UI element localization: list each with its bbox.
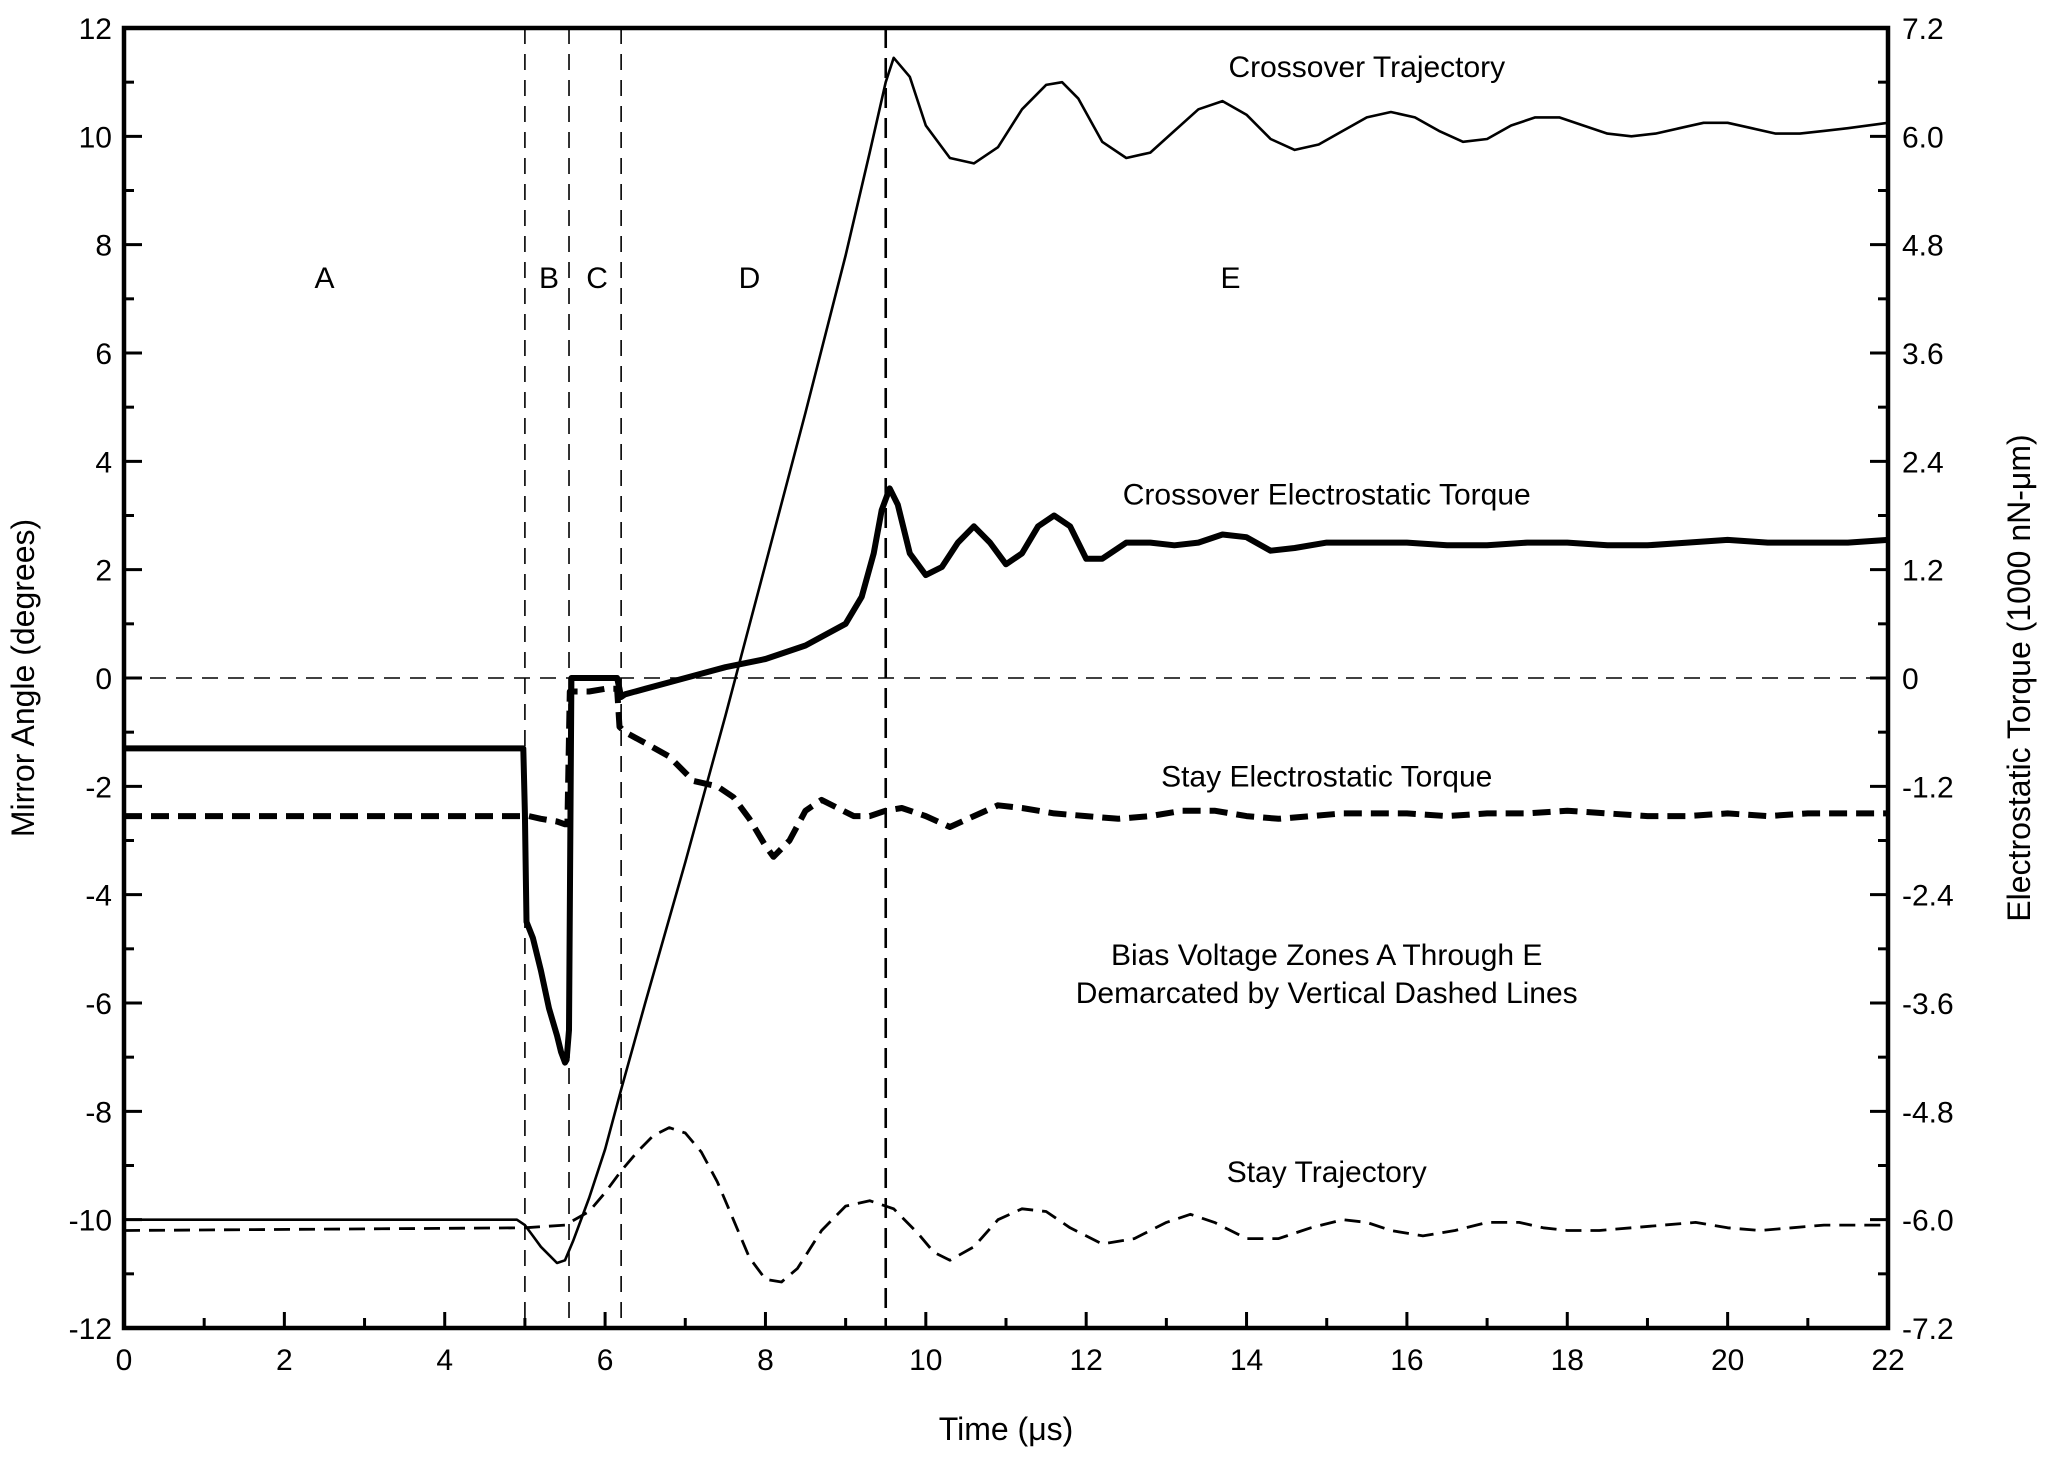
ticks-group	[122, 26, 1890, 1330]
series-line-stay-electrostatic-torque	[124, 685, 1888, 860]
x-tick-label: 12	[1069, 1344, 1102, 1377]
y-right-tick-label: -3.6	[1902, 988, 1954, 1021]
x-tick-label: 10	[909, 1344, 942, 1377]
x-axis-label: Time (μs)	[939, 1411, 1074, 1447]
y-right-tick-label: -2.4	[1902, 880, 1954, 913]
annotation-bias-voltage-zones-a-through-e: Bias Voltage Zones A Through E	[1111, 939, 1542, 972]
y-left-tick-label: 10	[79, 121, 112, 154]
x-tick-label: 18	[1551, 1344, 1584, 1377]
x-tick-label: 16	[1390, 1344, 1423, 1377]
y-left-tick-label: -8	[85, 1096, 112, 1129]
series-line-stay-trajectory	[123, 1126, 1888, 1284]
y-right-tick-label: 3.6	[1902, 338, 1944, 371]
y-right-tick-label: 0	[1902, 663, 1919, 696]
y-right-tick-label: 6.0	[1902, 121, 1944, 154]
x-tick-label: 20	[1711, 1344, 1744, 1377]
y-left-tick-label: 8	[95, 230, 112, 263]
y-right-tick-label: -6.0	[1902, 1205, 1954, 1238]
y-right-tick-label: 2.4	[1902, 446, 1944, 479]
annotations-group: Crossover Trajectory Crossover Electrosta…	[1076, 51, 1578, 1189]
y-left-tick-label: -12	[69, 1313, 112, 1346]
x-tick-label: 8	[757, 1344, 774, 1377]
zone-label-e: E	[1221, 262, 1241, 295]
y-right-tick-label: -1.2	[1902, 771, 1954, 804]
y-axis-left-label: Mirror Angle (degrees)	[5, 519, 41, 837]
x-tick-label: 6	[597, 1344, 614, 1377]
series-line-crossover-electrostatic-torque	[124, 485, 1889, 1066]
y-left-tick-label: 2	[95, 555, 112, 588]
series-group	[123, 56, 1889, 1284]
x-tick-label: 22	[1871, 1344, 1904, 1377]
annotation-stay-trajectory: Stay Trajectory	[1227, 1156, 1427, 1189]
y-right-tick-label: -7.2	[1902, 1313, 1954, 1346]
y-right-tick-label: -4.8	[1902, 1096, 1954, 1129]
annotation-stay-electrostatic-torque: Stay Electrostatic Torque	[1161, 760, 1492, 793]
x-tick-label: 4	[436, 1344, 453, 1377]
zone-label-a: A	[314, 262, 334, 295]
tick-labels-group: 0 2 4 6 8 10 12 14 16 18 20 22121086420-2-4-6-8-10-…	[69, 13, 1954, 1377]
y-left-tick-label: -6	[85, 988, 112, 1021]
y-left-tick-label: 4	[95, 446, 112, 479]
annotation-crossover-electrostatic-torque: Crossover Electrostatic Torque	[1123, 479, 1531, 512]
y-right-tick-label: 7.2	[1902, 13, 1944, 46]
y-right-tick-label: 1.2	[1902, 555, 1944, 588]
y-right-tick-label: 4.8	[1902, 230, 1944, 263]
series-line-crossover-trajectory	[124, 56, 1889, 1265]
y-left-tick-label: 12	[79, 13, 112, 46]
x-tick-label: 0	[116, 1344, 133, 1377]
x-tick-label: 14	[1230, 1344, 1263, 1377]
annotation-demarcated-by-vertical-dashed-lines: Demarcated by Vertical Dashed Lines	[1076, 977, 1578, 1010]
y-left-tick-label: 6	[95, 338, 112, 371]
zone-label-d: D	[739, 262, 761, 295]
y-left-tick-label: -4	[85, 880, 112, 913]
zone-label-c: C	[586, 262, 608, 295]
zone-label-b: B	[539, 262, 559, 295]
y-axis-right-label: Electrostatic Torque (1000 nN-μm)	[2001, 434, 2037, 921]
x-tick-label: 2	[276, 1344, 293, 1377]
y-left-tick-label: -10	[69, 1205, 112, 1238]
y-left-tick-label: 0	[95, 663, 112, 696]
y-left-tick-label: -2	[85, 771, 112, 804]
annotation-crossover-trajectory: Crossover Trajectory	[1228, 51, 1505, 84]
